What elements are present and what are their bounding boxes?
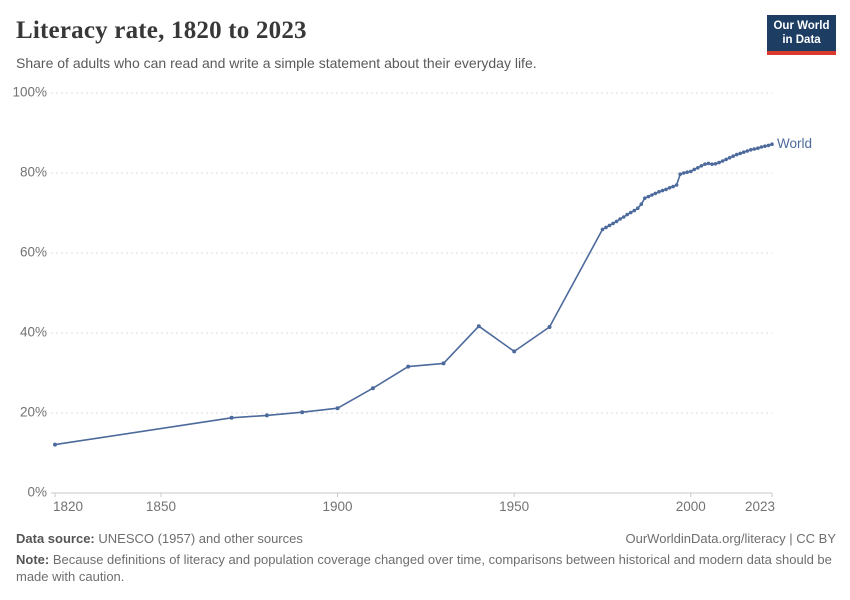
x-tick-label: 2023 [745,499,775,514]
x-tick-label: 2000 [676,499,706,514]
x-tick-label: 1950 [499,499,529,514]
data-point [229,415,234,420]
literacy-line-chart: 0% 20% 40% 60% 80% 100% 1820 1850 1900 1950 2000 20… [12,85,812,514]
x-tick-label: 1900 [323,499,353,514]
data-point [752,147,757,151]
y-tick-label: 100% [12,85,47,100]
data-point [720,159,725,163]
data-point [264,413,269,418]
data-point [713,162,718,166]
data-point [600,227,605,232]
chart-footer: Data source: UNESCO (1957) and other sou… [16,531,836,586]
data-point [763,144,767,148]
data-point [660,188,665,193]
data-point [632,208,637,213]
data-point [703,162,707,166]
data-point [441,361,446,366]
series-label: World [777,136,812,151]
data-point [607,223,612,228]
owid-logo-line2: in Data [782,34,821,47]
data-point [674,183,679,187]
data-point [681,171,686,175]
data-point [756,146,760,150]
data-point [646,194,651,199]
data-point [696,166,700,170]
y-tick-label: 20% [20,405,47,420]
data-source-value: UNESCO (1957) and other sources [98,531,303,546]
data-point [53,442,57,447]
data-point [689,169,693,174]
data-point [512,349,517,354]
data-point [625,212,629,217]
data-point [724,157,728,162]
data-point [741,150,746,154]
data-point [749,148,753,152]
data-point [699,164,704,168]
data-point [759,145,764,149]
data-point [692,167,697,172]
data-point [667,186,672,190]
data-point [710,162,714,166]
data-point [653,191,658,196]
data-point [611,221,615,226]
data-point [604,225,608,230]
data-point [738,151,742,156]
data-point [406,364,411,369]
y-tick-label: 60% [20,245,47,260]
data-point [636,206,640,210]
x-tick-label: 1820 [53,499,83,514]
y-tick-label: 0% [27,485,47,500]
data-point [717,160,721,165]
data-point [628,210,633,215]
data-point [727,156,732,160]
data-point [621,215,626,219]
data-point [664,187,668,192]
page-title: Literacy rate, 1820 to 2023 [16,17,307,44]
chart-note: Note: Because definitions of literacy an… [16,552,832,586]
note-label: Note: [16,552,50,567]
data-point [678,172,682,176]
data-point [734,152,739,157]
data-source: Data source: UNESCO (1957) and other sou… [16,531,303,546]
data-point [614,219,619,224]
data-point [657,190,661,194]
note-value: Because definitions of literacy and popu… [16,552,832,584]
data-point [643,196,647,200]
data-point [685,170,689,174]
data-source-label: Data source: [16,531,95,546]
data-point [547,325,552,329]
data-point [639,202,644,206]
data-point [650,193,654,197]
data-point [476,324,481,329]
owid-logo-line1: Our World [773,20,830,32]
data-point [731,154,735,158]
x-tick-label: 1850 [146,499,176,514]
data-point [770,142,774,146]
data-point [335,406,340,411]
data-point [370,386,375,391]
owid-logo: Our World in Data [767,15,836,55]
page-subtitle: Share of adults who can read and write a… [16,55,537,71]
data-point [766,143,771,148]
data-point [300,410,305,415]
data-point [706,161,711,166]
license-link[interactable]: OurWorldinData.org/literacy | CC BY [625,531,836,546]
y-tick-label: 80% [20,165,47,180]
y-tick-label: 40% [20,325,47,340]
data-point [745,149,750,153]
data-point [671,184,675,189]
data-point [618,217,622,221]
